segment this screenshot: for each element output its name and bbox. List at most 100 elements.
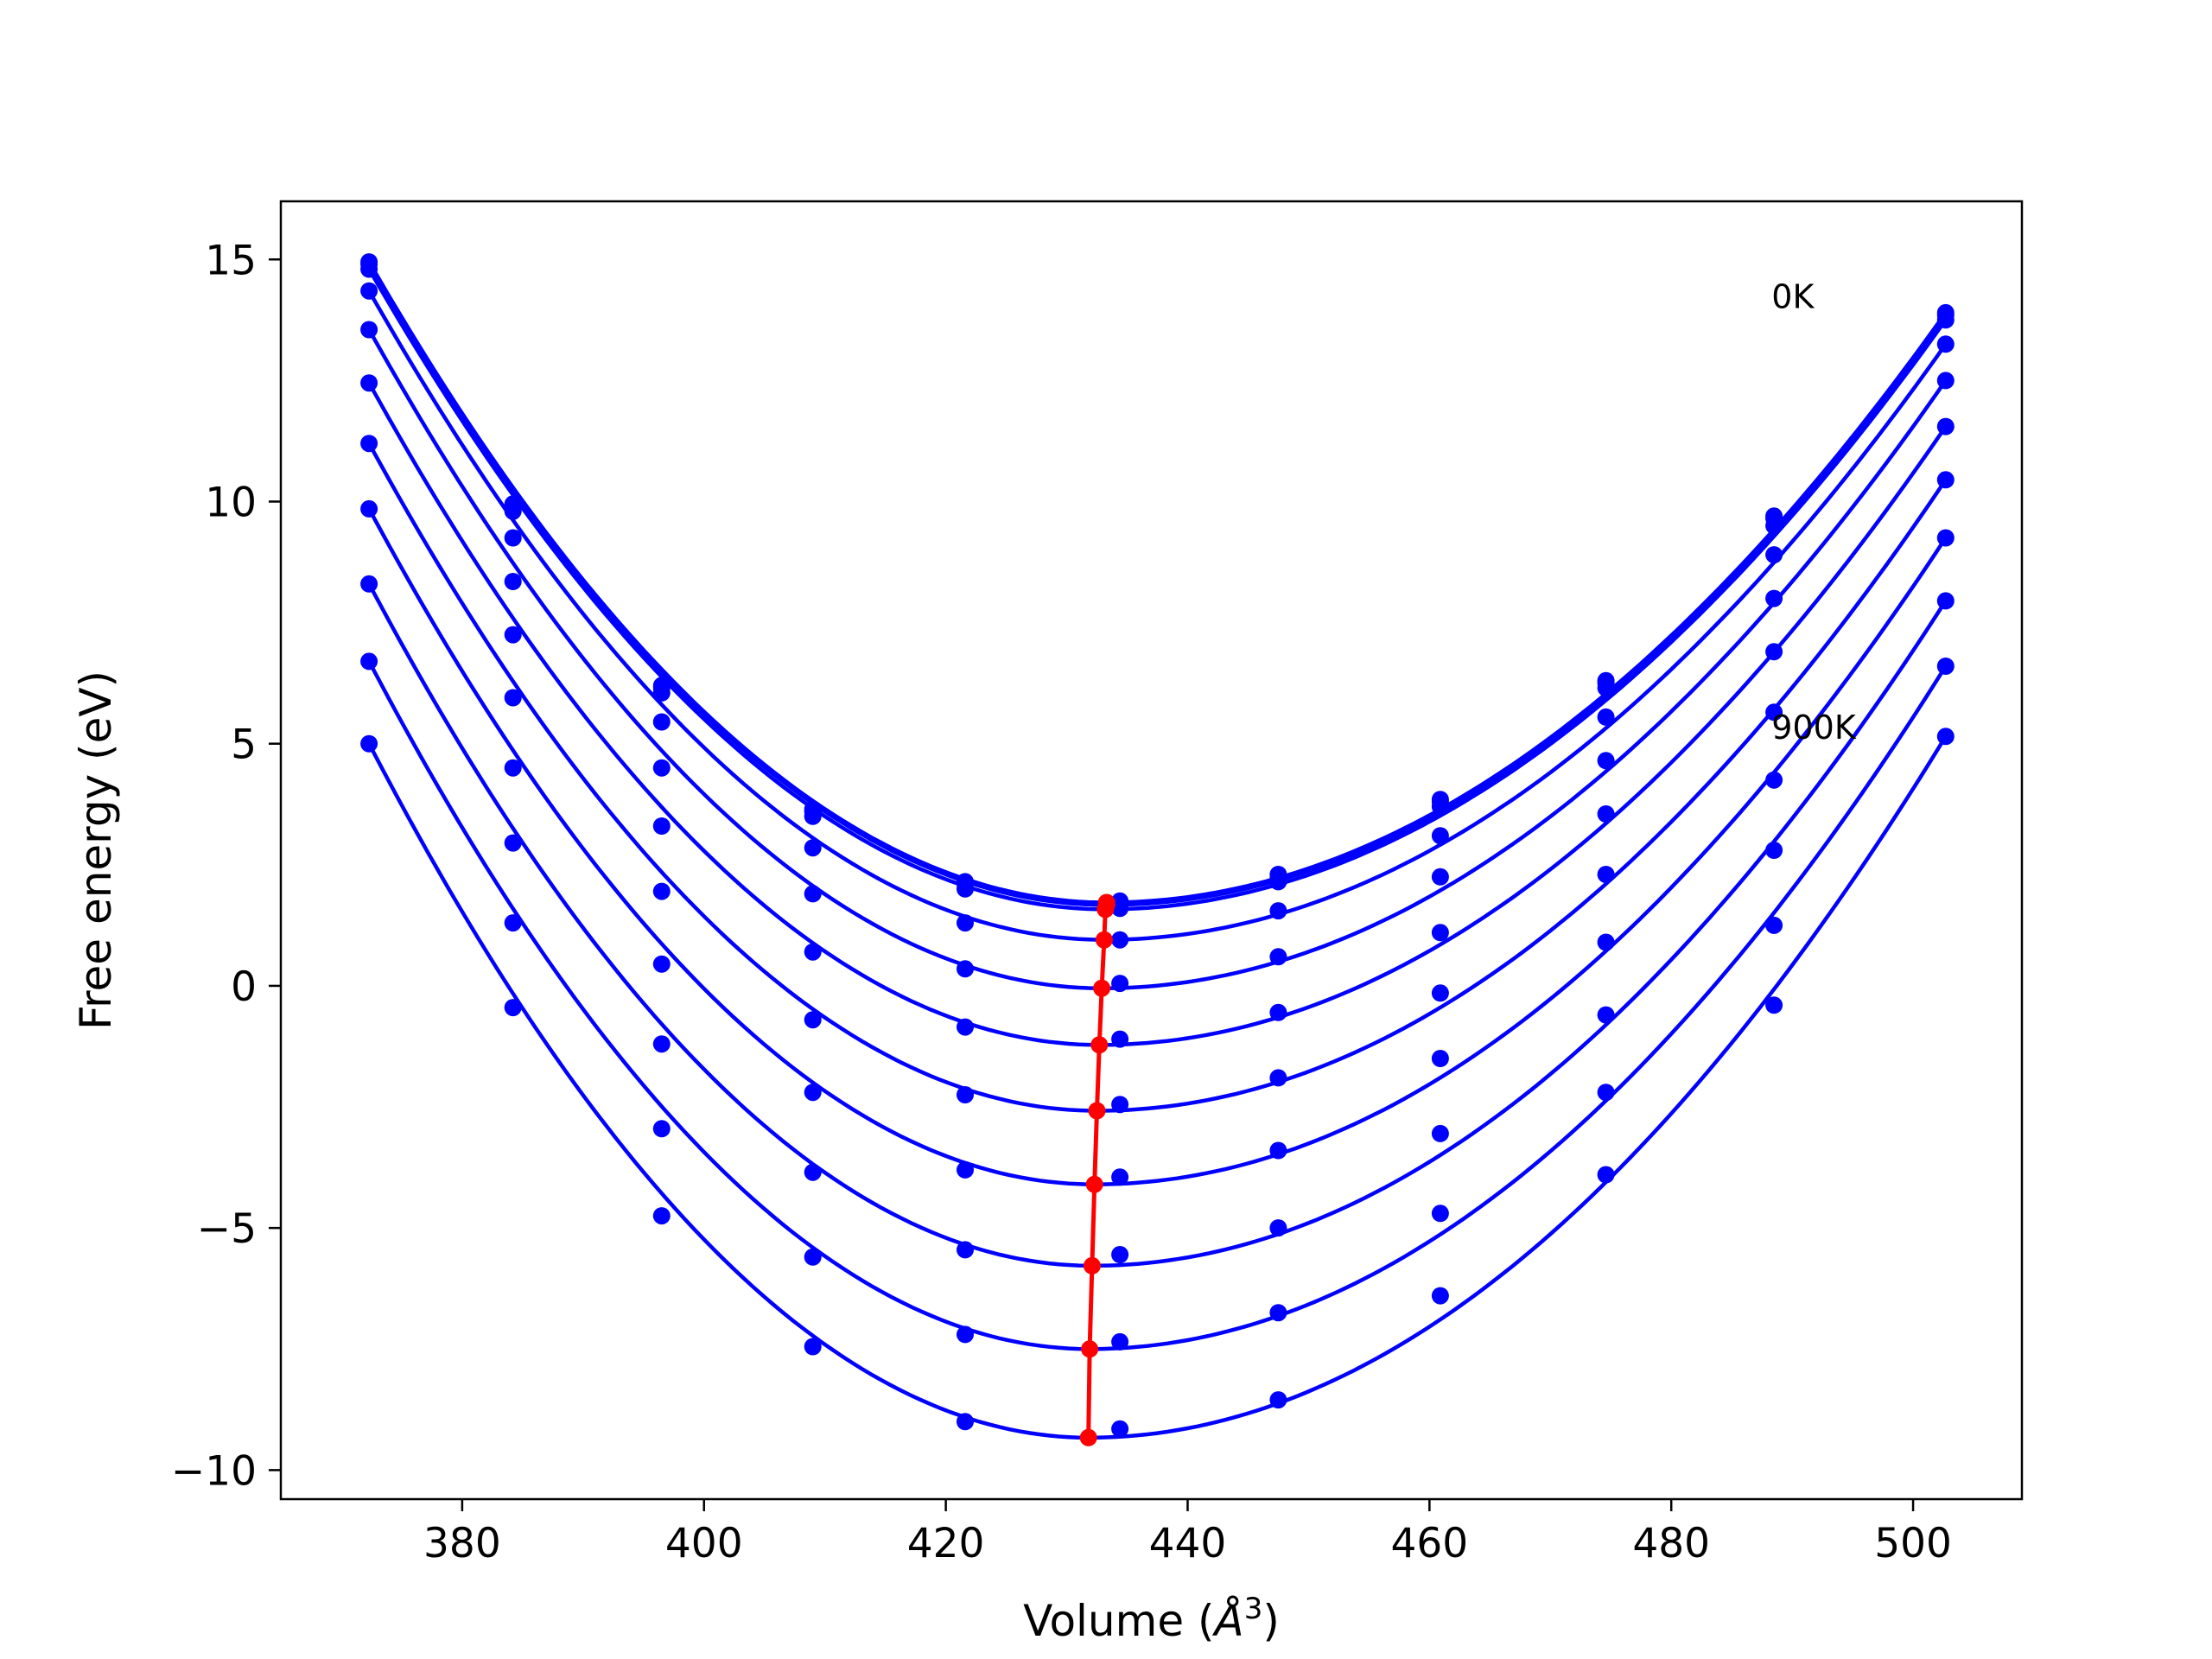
data-point-7-7 xyxy=(1431,1050,1449,1067)
y-tick-label-0: 15 xyxy=(205,237,257,284)
data-point-2-1 xyxy=(504,502,522,520)
data-point-2-0 xyxy=(360,260,378,278)
fit-curve-6 xyxy=(367,442,1948,1113)
minimum-point-5 xyxy=(1090,1036,1109,1054)
x-axis-label: Volume (Å3) xyxy=(1023,1592,1280,1646)
data-point-8-2 xyxy=(652,1035,671,1053)
data-point-10-2 xyxy=(652,1207,671,1225)
data-point-5-3 xyxy=(804,943,822,961)
x-tick-label-380: 380 xyxy=(423,1520,501,1567)
data-point-8-10 xyxy=(1936,592,1955,610)
annotation-0: 0K xyxy=(1771,277,1815,315)
data-point-2-2 xyxy=(652,683,671,702)
data-point-3-4 xyxy=(957,914,974,932)
data-point-3-9 xyxy=(1765,546,1783,564)
data-point-10-8 xyxy=(1597,1166,1615,1184)
data-point-6-4 xyxy=(957,1086,974,1103)
data-point-7-0 xyxy=(360,499,378,518)
data-point-2-3 xyxy=(804,807,822,825)
y-tick-label-4: −5 xyxy=(197,1205,257,1253)
x-axis-label-symbol: Å xyxy=(1212,1596,1244,1646)
minimum-point-7 xyxy=(1085,1175,1103,1193)
data-point-6-0 xyxy=(360,435,378,453)
data-point-6-3 xyxy=(804,1011,822,1029)
data-point-5-5 xyxy=(1111,1030,1129,1048)
x-axis-ticks: 380 400 420 440 460 480 500 xyxy=(423,1499,1952,1567)
data-point-2-7 xyxy=(1431,798,1449,816)
y-axis-ticks: 15 10 5 0 −5 −10 xyxy=(171,237,281,1495)
minimum-point-8 xyxy=(1083,1256,1101,1274)
data-point-7-1 xyxy=(504,759,522,777)
minimum-point-10 xyxy=(1079,1428,1097,1446)
data-point-4-6 xyxy=(1269,948,1287,966)
data-point-10-9 xyxy=(1765,996,1783,1014)
data-point-8-9 xyxy=(1765,842,1783,859)
data-point-4-10 xyxy=(1936,372,1955,390)
data-point-9-8 xyxy=(1597,1084,1615,1102)
plot-frame xyxy=(279,200,2024,1501)
data-point-5-6 xyxy=(1269,1003,1287,1021)
data-point-8-5 xyxy=(1111,1246,1129,1263)
data-point-7-8 xyxy=(1597,933,1615,951)
fit-curve-8 xyxy=(367,582,1948,1268)
data-point-3-2 xyxy=(652,713,671,731)
data-point-9-10 xyxy=(1936,658,1955,675)
data-point-5-2 xyxy=(652,817,671,835)
data-point-7-3 xyxy=(804,1084,822,1102)
data-point-9-9 xyxy=(1765,916,1783,934)
fit-curve-3 xyxy=(367,289,1948,942)
data-point-4-4 xyxy=(957,960,974,978)
data-point-10-6 xyxy=(1269,1391,1287,1409)
data-point-4-5 xyxy=(1111,975,1129,993)
data-point-9-0 xyxy=(360,652,378,671)
data-point-8-8 xyxy=(1597,1006,1615,1024)
data-point-4-0 xyxy=(360,321,378,339)
minimum-point-4 xyxy=(1093,979,1111,997)
fit-curve-9 xyxy=(367,660,1948,1351)
data-point-6-5 xyxy=(1111,1096,1129,1114)
data-point-6-9 xyxy=(1765,703,1783,721)
data-point-6-2 xyxy=(652,882,671,900)
y-tick-label-2: 5 xyxy=(231,721,257,769)
minimum-point-9 xyxy=(1081,1340,1099,1358)
fit-curve-2 xyxy=(367,268,1948,912)
minimum-line xyxy=(1079,893,1116,1446)
data-point-9-2 xyxy=(652,1120,671,1138)
data-point-9-6 xyxy=(1269,1304,1287,1322)
minimum-point-3 xyxy=(1095,931,1113,949)
data-point-6-8 xyxy=(1597,866,1615,883)
annotation-1: 900K xyxy=(1771,709,1857,747)
data-point-9-4 xyxy=(957,1325,974,1344)
annotations: 0K 900K xyxy=(1771,277,1857,747)
data-points xyxy=(360,253,1955,1438)
data-point-5-1 xyxy=(504,626,522,644)
x-tick-label-460: 460 xyxy=(1390,1520,1468,1567)
data-point-4-3 xyxy=(804,885,822,903)
data-point-5-10 xyxy=(1936,417,1955,435)
data-point-4-9 xyxy=(1765,589,1783,607)
data-point-5-0 xyxy=(360,374,378,392)
data-point-2-10 xyxy=(1936,311,1955,329)
data-point-9-1 xyxy=(504,914,522,932)
data-point-2-8 xyxy=(1597,679,1615,697)
fit-curve-1 xyxy=(367,263,1948,907)
x-tick-label-440: 440 xyxy=(1149,1520,1227,1567)
data-point-10-3 xyxy=(804,1338,822,1356)
minimum-point-6 xyxy=(1088,1102,1106,1120)
data-point-6-10 xyxy=(1936,471,1955,489)
data-point-7-4 xyxy=(957,1160,974,1179)
data-point-2-4 xyxy=(957,880,974,898)
fit-curve-4 xyxy=(367,328,1948,990)
x-axis-label-end: ) xyxy=(1262,1596,1280,1646)
data-point-3-3 xyxy=(804,839,822,857)
x-tick-label-400: 400 xyxy=(665,1520,743,1567)
x-axis-label-exponent: 3 xyxy=(1244,1592,1263,1626)
data-point-5-8 xyxy=(1597,805,1615,823)
x-tick-label-480: 480 xyxy=(1632,1520,1710,1567)
x-tick-label-500: 500 xyxy=(1874,1520,1952,1567)
data-point-10-5 xyxy=(1111,1420,1129,1438)
data-point-9-5 xyxy=(1111,1332,1129,1351)
x-axis-label-main: Volume ( xyxy=(1023,1596,1214,1646)
data-point-10-10 xyxy=(1936,728,1955,746)
data-point-2-5 xyxy=(1111,899,1129,918)
